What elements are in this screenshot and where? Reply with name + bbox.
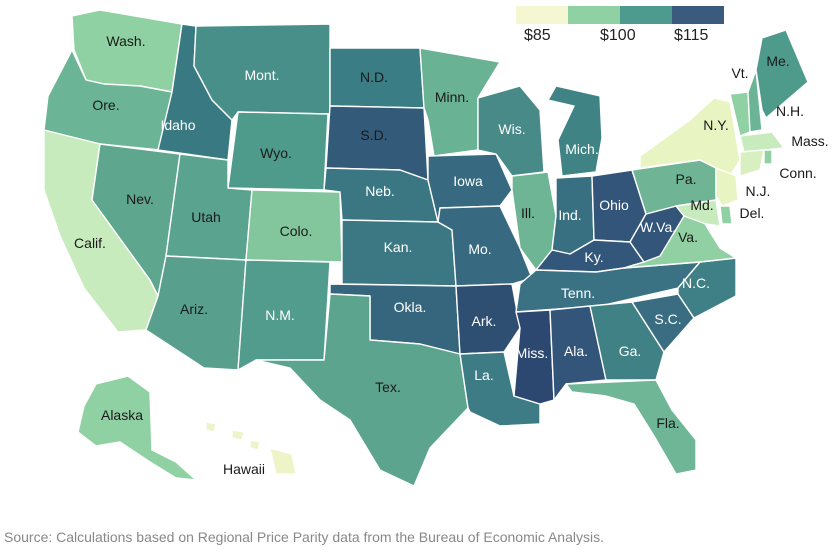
label-tex: Tex. (375, 379, 401, 395)
label-me: Me. (766, 53, 789, 69)
label-hawaii: Hawaii (223, 461, 265, 477)
state-del[interactable] (719, 205, 733, 225)
label-sc: S.C. (654, 311, 681, 327)
label-nh: N.H. (776, 103, 804, 119)
state-ga[interactable] (589, 301, 665, 381)
state-mont[interactable] (193, 23, 331, 121)
state-me[interactable] (755, 29, 809, 119)
label-la: La. (474, 367, 493, 383)
label-mo: Mo. (468, 241, 491, 257)
state-hawaii[interactable] (205, 421, 297, 475)
label-nc: N.C. (682, 275, 710, 291)
state-mass[interactable] (739, 131, 785, 153)
label-del: Del. (740, 205, 765, 221)
label-ill: Ill. (521, 205, 535, 221)
state-tex[interactable] (255, 293, 469, 487)
state-ala[interactable] (549, 305, 607, 401)
label-wis: Wis. (498, 121, 525, 137)
state-nj[interactable] (715, 167, 739, 207)
label-vt: Vt. (731, 65, 748, 81)
source-note: Source: Calculations based on Regional P… (4, 529, 604, 545)
state-conn[interactable] (739, 149, 765, 177)
state-md[interactable] (675, 199, 721, 227)
state-mich[interactable] (547, 85, 603, 177)
label-kan: Kan. (384, 239, 413, 255)
legend-swatch (568, 6, 620, 24)
label-nev: Nev. (126, 191, 154, 207)
legend-tick: $100 (600, 27, 636, 44)
label-ind: Ind. (558, 207, 581, 223)
label-ark: Ark. (472, 313, 497, 329)
label-okla: Okla. (394, 299, 427, 315)
label-pa: Pa. (675, 171, 696, 187)
state-ri[interactable] (763, 149, 773, 165)
label-nj: N.J. (746, 183, 771, 199)
state-wash[interactable] (71, 9, 183, 93)
label-colo: Colo. (280, 223, 313, 239)
state-la[interactable] (459, 351, 541, 427)
label-md: Md. (690, 197, 713, 213)
label-mass: Mass. (791, 133, 828, 149)
label-calif: Calif. (74, 235, 106, 251)
label-ny: N.Y. (703, 117, 728, 133)
label-mont: Mont. (244, 67, 279, 83)
label-ga: Ga. (619, 343, 642, 359)
state-ark[interactable] (455, 283, 521, 355)
state-fla[interactable] (565, 379, 697, 475)
label-va: Va. (678, 229, 698, 245)
label-wash: Wash. (106, 33, 145, 49)
label-minn: Minn. (435, 89, 469, 105)
legend-swatch (672, 6, 724, 24)
label-ore: Ore. (92, 97, 119, 113)
hawaii-island (205, 421, 217, 433)
label-iowa: Iowa (453, 173, 483, 189)
label-utah: Utah (191, 209, 221, 225)
state-alaska[interactable] (77, 375, 197, 481)
label-neb: Neb. (365, 183, 395, 199)
state-ny[interactable] (639, 97, 741, 177)
legend-tick: $115 (674, 27, 709, 44)
label-nm: N.M. (265, 307, 295, 323)
state-nh[interactable] (747, 69, 763, 133)
legend-swatch (516, 6, 568, 24)
price-legend: $85 $100 $115 (516, 6, 724, 50)
label-wva: W.Va. (640, 219, 676, 235)
label-tenn: Tenn. (561, 285, 595, 301)
label-fla: Fla. (656, 415, 679, 431)
label-alaska: Alaska (101, 407, 143, 423)
label-sd: S.D. (360, 127, 387, 143)
hawaii-island (231, 429, 245, 441)
label-idaho: Idaho (160, 117, 195, 133)
label-ohio: Ohio (599, 197, 629, 213)
label-conn: Conn. (779, 165, 816, 181)
legend-tick: $85 (524, 27, 551, 44)
label-nd: N.D. (360, 69, 388, 85)
hawaii-island (269, 447, 297, 475)
label-ala: Ala. (564, 343, 588, 359)
hawaii-island (249, 439, 261, 451)
label-ariz: Ariz. (180, 301, 208, 317)
label-miss: Miss. (516, 345, 549, 361)
label-ky: Ky. (584, 249, 603, 265)
legend-swatch (620, 6, 672, 24)
label-mich: Mich. (565, 141, 598, 157)
label-wyo: Wyo. (260, 145, 292, 161)
